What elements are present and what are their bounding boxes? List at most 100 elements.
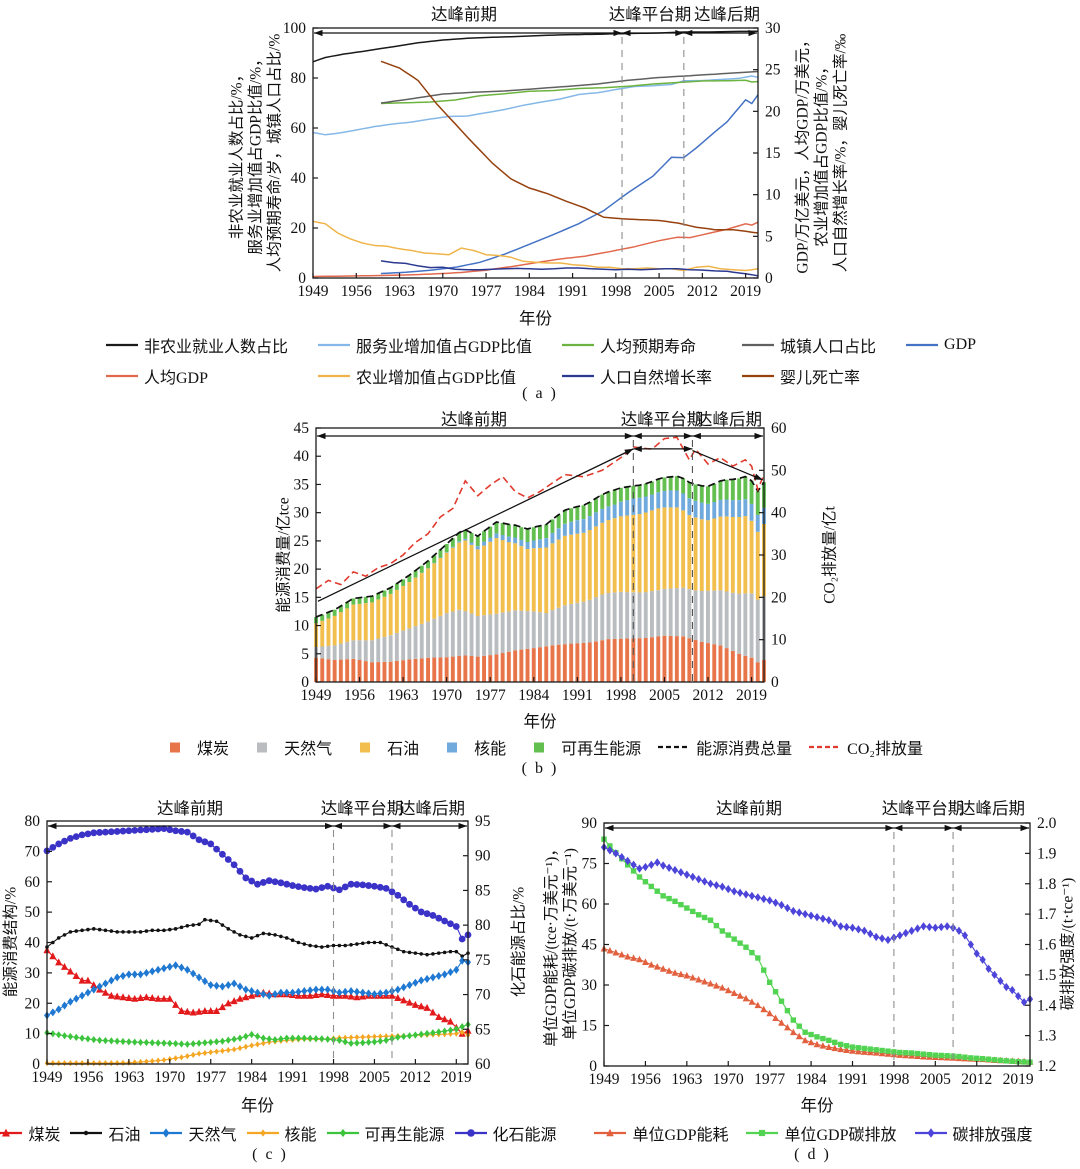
tick-label: 10	[771, 632, 787, 649]
axis-label-line: 化石能源占比/%	[510, 886, 528, 998]
arrow-head	[317, 432, 326, 440]
tick-label: 40	[25, 935, 41, 952]
tick-label: 1998	[605, 687, 636, 704]
legend-swatch	[742, 374, 774, 378]
phase-label-post-d: 达峰后期	[959, 799, 1025, 818]
legend-label: 煤炭	[197, 741, 230, 758]
arrow-head	[944, 824, 954, 832]
tick-label: 10	[25, 1026, 41, 1043]
legend-swatch	[658, 745, 691, 749]
legend-label: 单位GDP碳排放	[784, 1127, 897, 1144]
series-单位GDP碳排放	[603, 838, 1031, 1063]
tick-label: 60	[475, 1056, 491, 1073]
arrow-head	[753, 473, 763, 480]
tick-label: 0	[298, 270, 306, 287]
legend-b: 煤炭 天然气 石油 核能 可再生能源 能源消费总量 CO₂排放量	[0, 735, 1080, 759]
tick-label: 1984	[796, 1071, 827, 1088]
x-axis-title-d: 年份	[800, 1096, 834, 1115]
legend-swatch	[317, 343, 350, 347]
tick-label: 90	[582, 815, 598, 832]
tick-label: 60	[771, 420, 787, 437]
tick-label: 2019	[730, 283, 761, 300]
arrow-head	[613, 29, 622, 37]
phase-label-post-a: 达峰后期	[694, 5, 760, 24]
tick-label: 60	[291, 120, 307, 137]
series-人口自然增长率	[380, 260, 759, 277]
legend-swatch	[360, 742, 371, 753]
arrow-head	[953, 824, 962, 832]
tick-label: 50	[25, 904, 41, 921]
tick-label: 1949	[301, 687, 332, 704]
legend-item: 城镇人口占比	[740, 333, 876, 357]
legend-item: 服务业增加值占GDP比值	[316, 333, 532, 357]
tick-label: 2.0	[1037, 815, 1057, 832]
legend-label: 可再生能源	[364, 1127, 445, 1144]
arrow-head	[885, 824, 894, 832]
markers-化石能源	[43, 825, 472, 943]
legend-swatch	[105, 343, 138, 347]
tick-label: 25	[765, 62, 781, 79]
tick-label: 2005	[644, 283, 675, 300]
tick-label: 1.5	[1037, 967, 1057, 984]
tick-label: 45	[582, 937, 598, 954]
tick-label: 80	[475, 917, 491, 934]
phase-label-post-b: 达峰后期	[696, 410, 762, 429]
legend-item: 天然气	[244, 735, 332, 759]
arrow-head	[633, 445, 642, 452]
arrow-line	[692, 449, 764, 481]
legend-item: CO₂排放量	[807, 735, 923, 759]
legend-swatch	[594, 1128, 627, 1137]
legend-item: 人口自然增长率	[560, 364, 712, 388]
legend-swatch	[914, 1128, 947, 1138]
legend-item: 单位GDP碳排放	[744, 1121, 897, 1145]
tick-label: 60	[582, 896, 598, 913]
phase-label-pre-d: 达峰前期	[716, 799, 782, 818]
markers-碳排放强度	[600, 843, 1034, 1007]
tick-label: 1963	[384, 283, 415, 300]
arrow-head	[624, 432, 634, 440]
x-axis-title-a: 年份	[519, 309, 552, 328]
tick-label: 5	[765, 228, 773, 245]
arrow-head	[605, 824, 614, 832]
tick-label: 2012	[961, 1071, 992, 1088]
legend-label: 核能	[474, 741, 507, 758]
legend-item: GDP	[904, 333, 976, 357]
tick-label: 30	[765, 20, 781, 37]
axis-label-d-right: 碳排放强度/(t·tce⁻¹)	[1059, 878, 1078, 1011]
series-农业增加值占GDP比值	[312, 220, 759, 272]
tick-label: 2005	[920, 1071, 951, 1088]
legend-swatch	[326, 1128, 359, 1138]
tick-label: 2019	[441, 1069, 472, 1086]
legend-swatch	[246, 1129, 279, 1137]
x-axis-title-b: 年份	[523, 712, 557, 731]
tick-label: 15	[765, 145, 781, 162]
arrow-head	[392, 822, 401, 830]
legend-label: 农业增加值占GDP比值	[355, 370, 516, 387]
tick-label: 1.7	[1037, 906, 1057, 923]
arrow-head	[754, 432, 763, 440]
legend-label: 天然气	[188, 1127, 237, 1144]
legend-label: CO₂排放量	[847, 741, 923, 758]
legend-item: 化石能源	[453, 1121, 557, 1145]
arrow-head	[692, 432, 701, 440]
arrow-head	[383, 822, 392, 830]
series-total	[315, 475, 765, 618]
axis-label-line: 碳排放强度/(t·tce⁻¹)	[1059, 877, 1077, 1011]
arrow-head	[333, 822, 342, 830]
chart-d: 0 15 30 45 60 75 90 1.2 1.3 1.4 1.5 1.6 1.7 1.8 1.9 2.0…	[582, 815, 1057, 1088]
tick-label: 1.3	[1037, 1028, 1057, 1045]
legend-swatch	[170, 742, 181, 753]
series-非农业就业人数占比	[312, 30, 758, 63]
tick-label: 2019	[736, 687, 767, 704]
tick-label: 40	[771, 505, 787, 522]
plot-frame	[312, 27, 759, 279]
legend-swatch	[257, 742, 268, 753]
bars-b	[314, 476, 766, 682]
plot-frame	[603, 822, 1031, 1067]
axis-label-line: 非农业就业人数占比/%，	[228, 66, 246, 240]
arrow-head	[683, 445, 693, 452]
tick-label: 1998	[878, 1071, 909, 1088]
legend-item: 煤炭	[0, 1121, 60, 1145]
axis-label-d-left: 单位GDP能耗/(tce·万美元⁻¹)， 单位GDP碳排放/(t·万美元⁻¹)	[542, 841, 580, 1047]
tick-label: 50	[771, 462, 787, 479]
